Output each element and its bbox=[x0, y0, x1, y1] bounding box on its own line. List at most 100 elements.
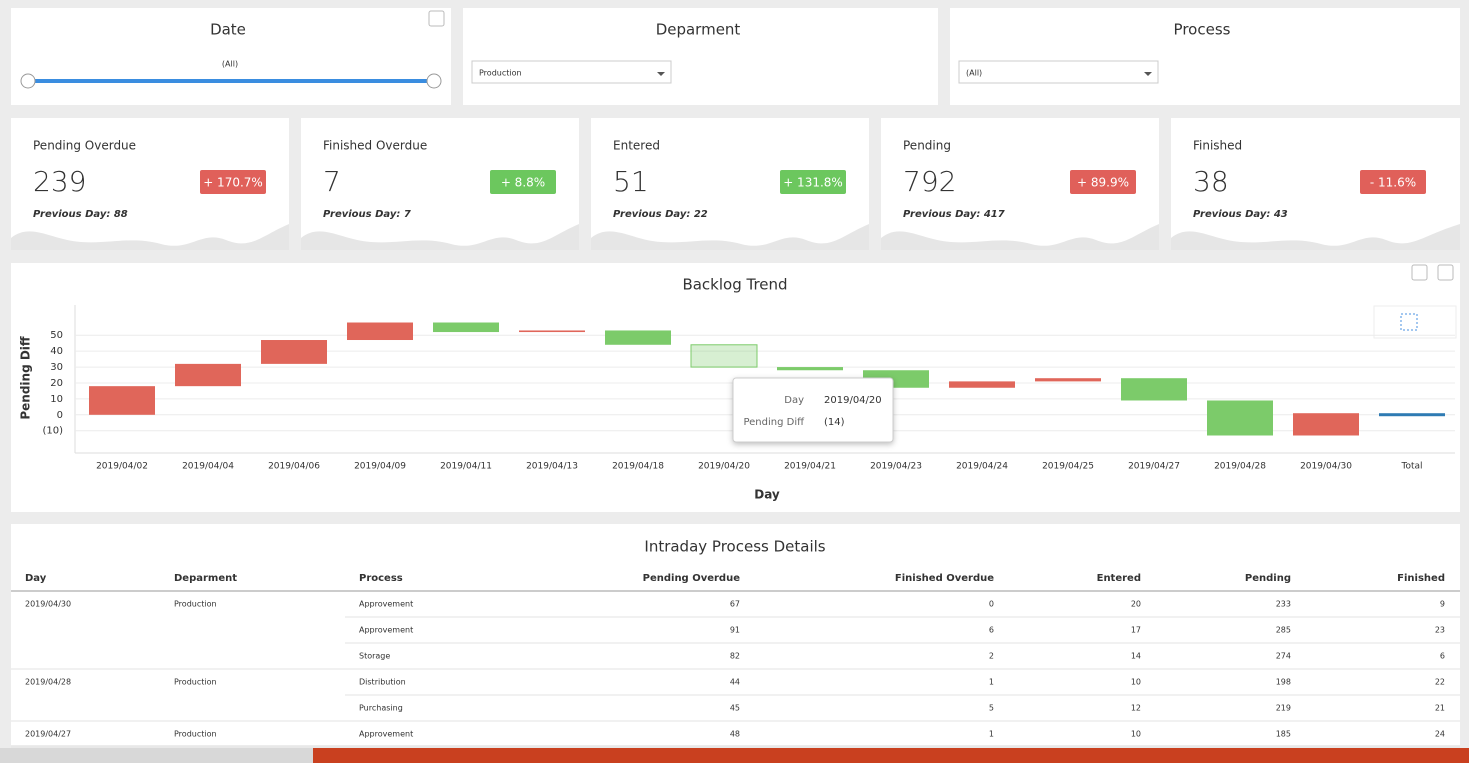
sparkline bbox=[591, 224, 869, 250]
kpi-value: 38 bbox=[1193, 165, 1229, 198]
cell: 48 bbox=[730, 730, 740, 739]
x-tick-label: 2019/04/02 bbox=[96, 462, 148, 472]
bar[interactable] bbox=[175, 363, 241, 387]
x-tick-label: 2019/04/27 bbox=[1128, 462, 1180, 472]
sparkline bbox=[1171, 224, 1460, 250]
bar[interactable] bbox=[347, 322, 413, 341]
kpi-change: - 11.6% bbox=[1370, 176, 1416, 190]
cell-department: Production bbox=[174, 600, 217, 609]
y-tick-label: 0 bbox=[57, 410, 63, 421]
column-header: Entered bbox=[1097, 573, 1141, 584]
y-tick-label: 40 bbox=[50, 346, 63, 357]
expand-button[interactable] bbox=[1411, 264, 1428, 281]
x-tick-label: 2019/04/21 bbox=[784, 462, 836, 472]
kpi-name: Entered bbox=[613, 139, 660, 153]
x-tick-label: 2019/04/06 bbox=[268, 462, 320, 472]
cell: 17 bbox=[1131, 626, 1141, 635]
bar[interactable] bbox=[1035, 378, 1101, 382]
bar[interactable] bbox=[261, 340, 327, 364]
tooltip bbox=[732, 377, 894, 443]
slider-handle[interactable] bbox=[20, 73, 36, 89]
select-tool[interactable] bbox=[1400, 313, 1418, 331]
sparkline bbox=[11, 224, 289, 250]
cell: 6 bbox=[989, 626, 994, 635]
bar[interactable] bbox=[1121, 378, 1187, 401]
cell: Approvement bbox=[359, 600, 413, 609]
cell: 0 bbox=[989, 600, 994, 609]
kpi-previous: Previous Day: 88 bbox=[33, 209, 128, 220]
kpi-value: 792 bbox=[903, 165, 956, 198]
kpi-value: 239 bbox=[33, 165, 86, 198]
cell: 6 bbox=[1440, 652, 1445, 661]
menu-button[interactable] bbox=[428, 10, 445, 27]
kpi-name: Finished bbox=[1193, 139, 1242, 153]
kpi-name: Pending bbox=[903, 139, 951, 153]
filter-title: Process bbox=[1174, 21, 1231, 39]
kpi-badge bbox=[1070, 170, 1136, 194]
bar[interactable] bbox=[1207, 400, 1273, 436]
column-header: Finished bbox=[1397, 573, 1445, 584]
column-header: Pending Overdue bbox=[643, 573, 741, 584]
filter-card bbox=[463, 8, 938, 105]
column-header: Process bbox=[359, 573, 403, 584]
x-tick-label: 2019/04/09 bbox=[354, 462, 406, 472]
dropdown-arrow bbox=[657, 72, 665, 76]
x-axis-label: Day bbox=[754, 488, 780, 502]
x-tick-label: 2019/04/24 bbox=[956, 462, 1008, 472]
cell: 14 bbox=[1131, 652, 1141, 661]
bar[interactable] bbox=[433, 322, 499, 333]
kpi-change: + 170.7% bbox=[203, 176, 263, 190]
kpi-change: + 131.8% bbox=[783, 176, 843, 190]
y-tick-label: 50 bbox=[50, 330, 63, 341]
chart-title: Backlog Trend bbox=[682, 276, 787, 294]
cell: 5 bbox=[989, 704, 994, 713]
cell: 91 bbox=[730, 626, 740, 635]
kpi-change: + 89.9% bbox=[1077, 176, 1129, 190]
table-title: Intraday Process Details bbox=[644, 538, 825, 556]
menu-button[interactable] bbox=[1437, 264, 1454, 281]
bar[interactable] bbox=[519, 330, 585, 333]
cell: 285 bbox=[1276, 626, 1291, 635]
cell: 9 bbox=[1440, 600, 1445, 609]
cell-department: Production bbox=[174, 730, 217, 739]
dropdown[interactable] bbox=[958, 60, 1159, 84]
cell: Storage bbox=[359, 652, 390, 661]
bar[interactable] bbox=[777, 367, 843, 371]
cell: 185 bbox=[1276, 730, 1291, 739]
slider-handle[interactable] bbox=[426, 73, 442, 89]
cell: 67 bbox=[730, 600, 740, 609]
cell-day: 2019/04/30 bbox=[25, 600, 71, 609]
cell: 23 bbox=[1435, 626, 1445, 635]
x-tick-label: 2019/04/13 bbox=[526, 462, 578, 472]
cell: Approvement bbox=[359, 730, 413, 739]
bar[interactable] bbox=[605, 330, 671, 345]
kpi-value: 7 bbox=[323, 165, 341, 198]
cell: 12 bbox=[1131, 704, 1141, 713]
dropdown[interactable] bbox=[471, 60, 672, 84]
cell-day: 2019/04/28 bbox=[25, 678, 71, 687]
bar[interactable] bbox=[949, 381, 1015, 388]
bar[interactable] bbox=[690, 344, 758, 368]
dropdown-value: (All) bbox=[966, 69, 982, 78]
filter-card bbox=[950, 8, 1460, 105]
table-card bbox=[11, 524, 1460, 745]
y-tick-label: 10 bbox=[50, 394, 63, 405]
filter-title: Date bbox=[210, 21, 246, 39]
kpi-badge bbox=[1360, 170, 1426, 194]
bar[interactable] bbox=[89, 386, 155, 415]
y-tick-label: (10) bbox=[42, 426, 63, 437]
cell: Approvement bbox=[359, 626, 413, 635]
kpi-badge bbox=[780, 170, 846, 194]
cell: 219 bbox=[1276, 704, 1291, 713]
x-tick-label: Total bbox=[1400, 462, 1422, 472]
x-tick-label: 2019/04/18 bbox=[612, 462, 664, 472]
tooltip-key: Pending Diff bbox=[743, 417, 805, 428]
filter-card bbox=[11, 8, 451, 105]
cell: 274 bbox=[1276, 652, 1291, 661]
bar[interactable] bbox=[1293, 413, 1359, 436]
kpi-previous: Previous Day: 43 bbox=[1193, 209, 1288, 220]
sparkline bbox=[881, 224, 1159, 250]
filter-title: Deparment bbox=[656, 21, 741, 39]
cell: 24 bbox=[1435, 730, 1445, 739]
